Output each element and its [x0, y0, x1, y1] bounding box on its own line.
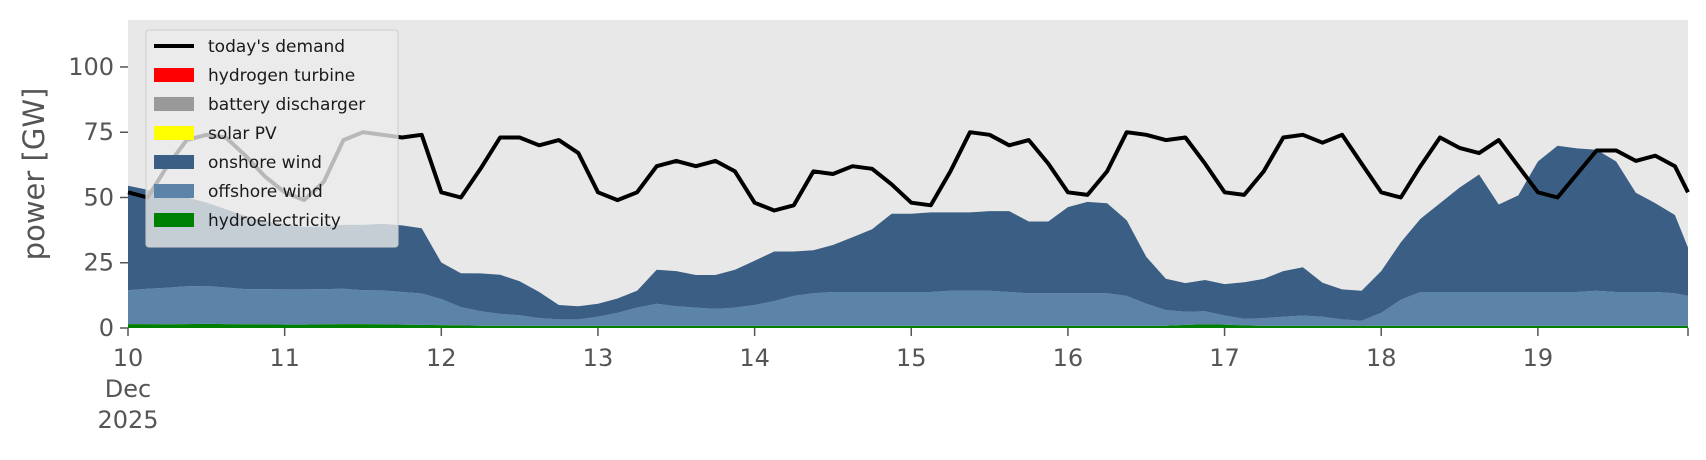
y-axis: 0 25 50 75 100	[68, 53, 128, 342]
x-tick-label: Dec	[105, 375, 151, 403]
x-tick-label: 13	[583, 344, 614, 372]
x-tick-label: 16	[1053, 344, 1084, 372]
legend-label: hydroelectricity	[208, 211, 341, 231]
y-axis-label: power [GW]	[17, 88, 51, 261]
legend-label: battery discharger	[208, 95, 365, 115]
legend-swatch	[154, 155, 194, 169]
legend-swatch	[154, 184, 194, 198]
x-tick-label: 14	[739, 344, 770, 372]
legend-label: onshore wind	[208, 153, 322, 173]
x-tick-label: 2025	[97, 406, 158, 434]
stacked-areas	[128, 145, 1688, 328]
x-tick-label: 11	[269, 344, 300, 372]
y-tick-label: 75	[83, 118, 114, 146]
legend-box	[145, 29, 399, 248]
legend-label: today's demand	[208, 37, 345, 57]
x-tick-label: 12	[426, 344, 457, 372]
legend-swatch	[154, 68, 194, 82]
legend-label: offshore wind	[208, 182, 323, 202]
area-offshore-wind	[128, 286, 1688, 326]
x-tick-label: 15	[896, 344, 927, 372]
legend-swatch	[154, 97, 194, 111]
area-onshore-wind	[128, 145, 1688, 321]
x-tick-label: 10	[113, 344, 144, 372]
y-tick-label: 0	[99, 314, 114, 342]
x-axis: 10 Dec 2025 11 12 13 14 15 16 17 18 19	[97, 328, 1689, 434]
y-tick-label: 50	[83, 183, 114, 211]
legend-label: solar PV	[208, 124, 277, 144]
x-tick-label: 18	[1366, 344, 1397, 372]
y-tick-label: 100	[68, 53, 114, 81]
x-tick-label: 19	[1523, 344, 1554, 372]
legend-swatch	[154, 126, 194, 140]
legend-swatch	[154, 213, 194, 227]
legend: today's demand hydrogen turbine battery di…	[145, 29, 399, 248]
legend-label: hydrogen turbine	[208, 66, 355, 86]
x-tick-label: 17	[1209, 344, 1240, 372]
y-tick-label: 25	[83, 249, 114, 277]
